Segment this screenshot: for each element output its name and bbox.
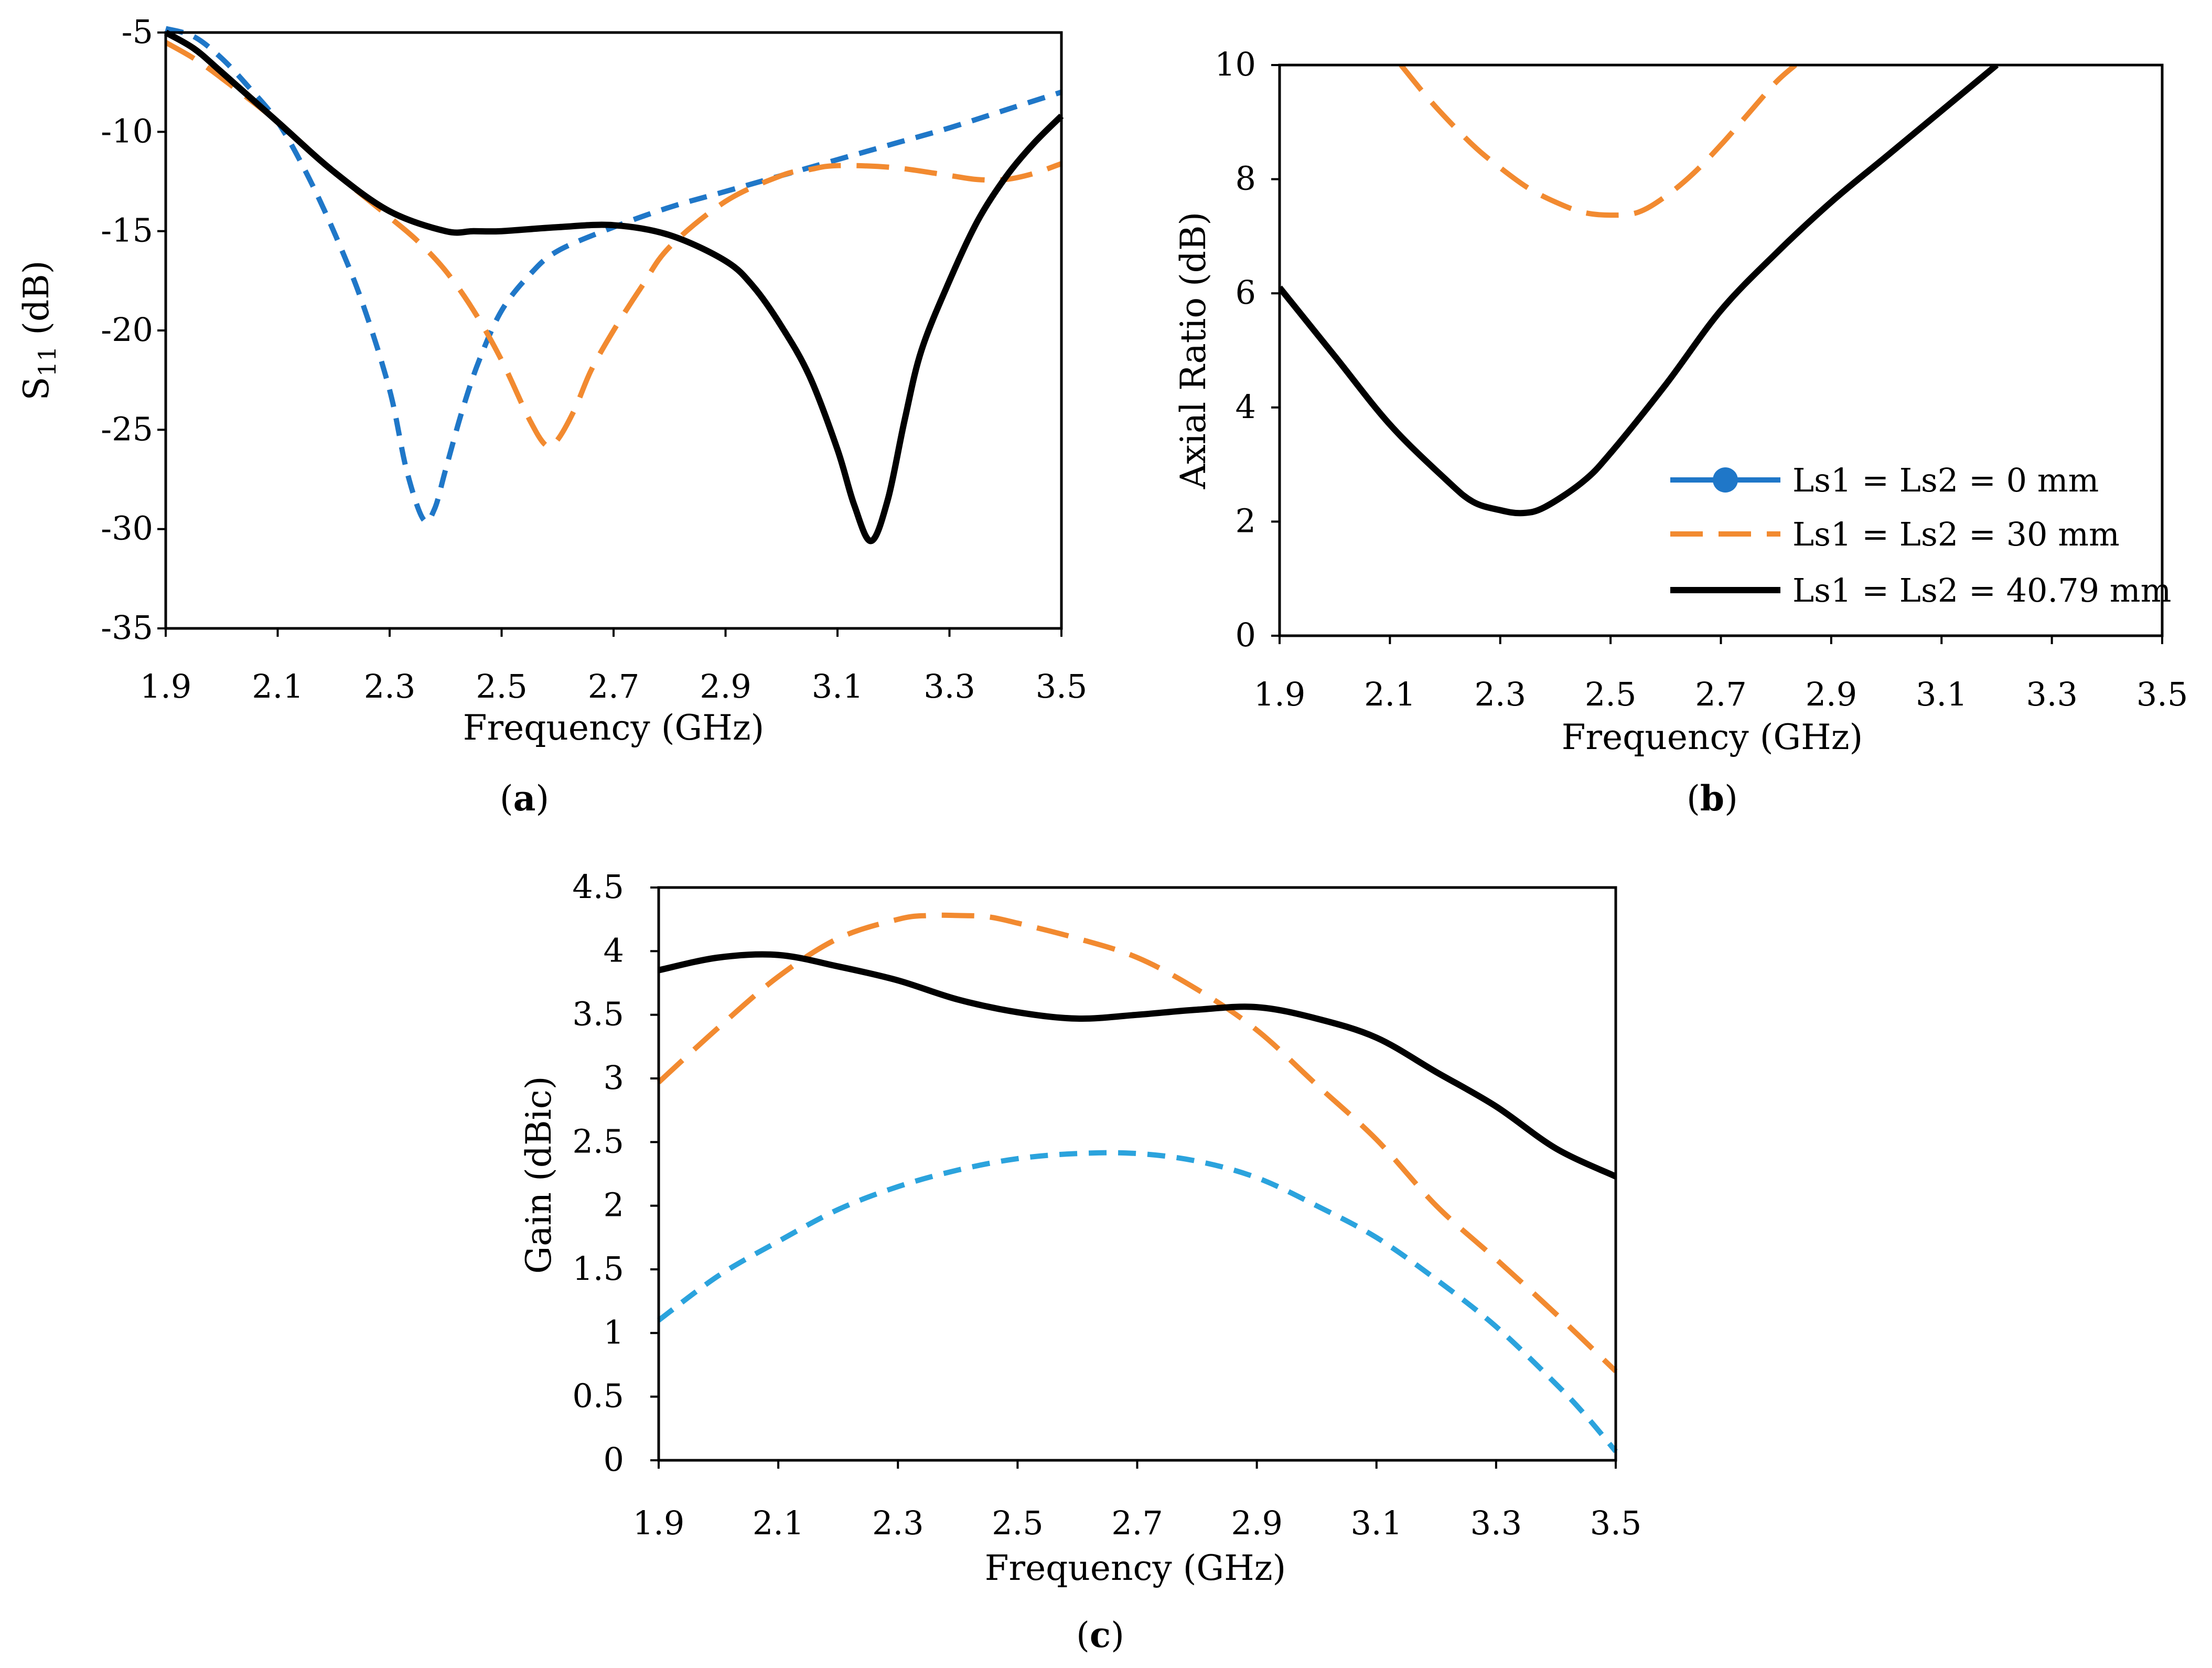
chart-c-y-tick-label: 2.5 <box>572 1122 624 1160</box>
chart-c-x-tick-label: 2.1 <box>753 1504 804 1542</box>
chart-a-x-tick-label: 2.9 <box>700 667 751 705</box>
chart-b-caption: (b) <box>1687 778 1738 819</box>
chart-b-y-tick-label: 4 <box>1236 388 1256 426</box>
legend-item-ls0: Ls1 = Ls2 = 0 mm <box>1670 461 2099 499</box>
chart-a-x-tick-label: 2.7 <box>588 667 640 705</box>
chart-c-y-tick-label: 4.5 <box>572 868 624 906</box>
chart-a-series-group <box>164 26 1064 544</box>
chart-c-x-tick-label: 2.7 <box>1111 1504 1163 1542</box>
chart-a-y-axis-title-main: S <box>16 377 57 400</box>
chart-c-x-axis-title: Frequency (GHz) <box>985 1548 1286 1588</box>
legend-label-ls0: Ls1 = Ls2 = 0 mm <box>1792 461 2099 499</box>
chart-c-x-tick-label: 2.9 <box>1231 1504 1283 1542</box>
chart-b-y-tick-label: 8 <box>1236 159 1256 198</box>
chart-c-x-ticks: 1.9 2.1 2.3 2.5 2.7 2.9 3.1 3.3 3.5 <box>633 1460 1642 1542</box>
chart-c-y-tick-label: 0 <box>604 1440 624 1479</box>
chart-c-caption: (c) <box>1076 1614 1124 1655</box>
chart-a-y-ticks: -35 -30 -25 -20 -15 -10 -5 <box>101 13 166 647</box>
chart-b-caption-letter: b <box>1700 778 1724 819</box>
chart-a-y-tick-label: -15 <box>101 211 153 250</box>
chart-a-x-tick-label: 2.5 <box>476 667 528 705</box>
chart-c-y-tick-label: 0.5 <box>572 1377 624 1415</box>
chart-b: 0 2 4 6 8 10 1.9 2.1 2.3 2.5 2.7 2.9 3.1 3.3 3.5 Freq… <box>1173 45 2188 819</box>
chart-b-y-tick-label: 6 <box>1236 273 1256 312</box>
chart-c-series-group <box>657 912 1618 1453</box>
chart-c-y-tick-label: 4 <box>604 931 624 969</box>
legend-item-ls30: Ls1 = Ls2 = 30 mm <box>1670 515 2120 553</box>
chart-c-x-tick-label: 1.9 <box>633 1504 685 1542</box>
chart-b-x-tick-label: 3.5 <box>2136 675 2188 713</box>
chart-a-caption: (a) <box>500 778 549 819</box>
chart-c-y-axis-title: Gain (dBic) <box>519 1076 559 1274</box>
legend-label-ls30: Ls1 = Ls2 = 30 mm <box>1792 515 2120 553</box>
chart-b-series-ls1-ls2-30-mm <box>1399 65 1797 218</box>
chart-b-y-tick-label: 2 <box>1236 501 1256 540</box>
chart-c-series-ls1-ls2-30-mm <box>657 912 1618 1373</box>
chart-b-y-ticks: 0 2 4 6 8 10 <box>1215 45 1280 654</box>
chart-b-x-tick-label: 2.5 <box>1585 675 1637 713</box>
chart-b-x-tick-label: 2.9 <box>1806 675 1857 713</box>
chart-a-x-axis-title: Frequency (GHz) <box>463 708 765 748</box>
chart-b-x-tick-label: 1.9 <box>1254 675 1306 713</box>
legend-label-ls4079: Ls1 = Ls2 = 40.79 mm <box>1792 571 2171 610</box>
chart-c-y-tick-label: 2 <box>604 1186 624 1224</box>
chart-a-y-axis-title-subscript: 11 <box>33 346 61 377</box>
legend-item-ls4079: Ls1 = Ls2 = 40.79 mm <box>1670 571 2171 610</box>
chart-a-y-axis-title-unit: (dB) <box>16 261 57 346</box>
chart-b-legend: Ls1 = Ls2 = 0 mm Ls1 = Ls2 = 30 mm Ls1 =… <box>1670 461 2171 610</box>
legend-marker-ls0 <box>1713 467 1738 493</box>
chart-b-x-tick-label: 2.7 <box>1695 675 1747 713</box>
chart-c-caption-letter: c <box>1090 1614 1111 1655</box>
chart-c-series-ls1-ls2-40-79-mm <box>658 951 1617 1180</box>
chart-c-y-ticks: 0 0.5 1 1.5 2 2.5 3 3.5 4 4.5 <box>572 868 659 1479</box>
chart-b-x-axis-title: Frequency (GHz) <box>1562 717 1863 757</box>
chart-a-x-tick-label: 2.3 <box>364 667 416 705</box>
chart-c-x-tick-label: 2.5 <box>992 1504 1044 1542</box>
chart-b-x-tick-label: 2.3 <box>1474 675 1526 713</box>
chart-b-x-tick-label: 3.1 <box>1916 675 1968 713</box>
chart-a-y-tick-label: -35 <box>101 608 153 647</box>
chart-a-x-tick-label: 3.1 <box>812 667 864 705</box>
chart-c-y-tick-label: 3.5 <box>572 995 624 1033</box>
chart-a: -35 -30 -25 -20 -15 -10 -5 1.9 2.1 2.3 2.5 2.7 2.9 3… <box>16 13 1087 819</box>
chart-c-x-tick-label: 3.3 <box>1470 1504 1522 1542</box>
chart-a-y-tick-label: -10 <box>101 112 153 150</box>
chart-a-y-tick-label: -30 <box>101 509 153 548</box>
chart-a-y-tick-label: -5 <box>122 13 153 51</box>
chart-a-x-ticks: 1.9 2.1 2.3 2.5 2.7 2.9 3.1 3.3 3.5 <box>140 628 1088 705</box>
chart-a-caption-letter: a <box>513 778 536 819</box>
chart-b-y-tick-label: 0 <box>1236 616 1256 654</box>
chart-b-y-tick-label: 10 <box>1215 45 1256 83</box>
chart-a-y-tick-label: -25 <box>101 410 153 448</box>
chart-a-y-tick-label: -20 <box>101 311 153 349</box>
chart-b-x-ticks: 1.9 2.1 2.3 2.5 2.7 2.9 3.1 3.3 3.5 <box>1254 636 2188 713</box>
chart-b-y-axis-title: Axial Ratio (dB) <box>1173 212 1214 490</box>
chart-c-x-tick-label: 3.1 <box>1350 1504 1402 1542</box>
chart-b-x-tick-label: 3.3 <box>2026 675 2078 713</box>
chart-b-series-group <box>1280 65 1999 517</box>
chart-a-x-tick-label: 3.5 <box>1036 667 1088 705</box>
chart-a-x-tick-label: 2.1 <box>252 667 304 705</box>
chart-a-x-tick-label: 1.9 <box>140 667 192 705</box>
chart-b-x-tick-label: 2.1 <box>1364 675 1416 713</box>
chart-c-y-tick-label: 1.5 <box>572 1249 624 1288</box>
chart-c-y-tick-label: 3 <box>604 1058 624 1097</box>
chart-c-series-ls1-ls2-0-mm <box>657 1150 1618 1453</box>
chart-c-x-tick-label: 2.3 <box>872 1504 924 1542</box>
chart-c-x-tick-label: 3.5 <box>1590 1504 1642 1542</box>
chart-c: 0 0.5 1 1.5 2 2.5 3 3.5 4 4.5 1.9 2.1 2.3 2.5 2.7 2.9 3… <box>519 868 1641 1655</box>
chart-c-y-tick-label: 1 <box>604 1313 624 1351</box>
chart-a-y-axis-title: S11 (dB) <box>16 261 61 401</box>
chart-a-series-ls1-ls2-40-79-mm <box>164 29 1064 544</box>
chart-a-x-tick-label: 3.3 <box>924 667 975 705</box>
chart-b-series-ls1-ls2-40-79-mm <box>1280 65 1999 517</box>
